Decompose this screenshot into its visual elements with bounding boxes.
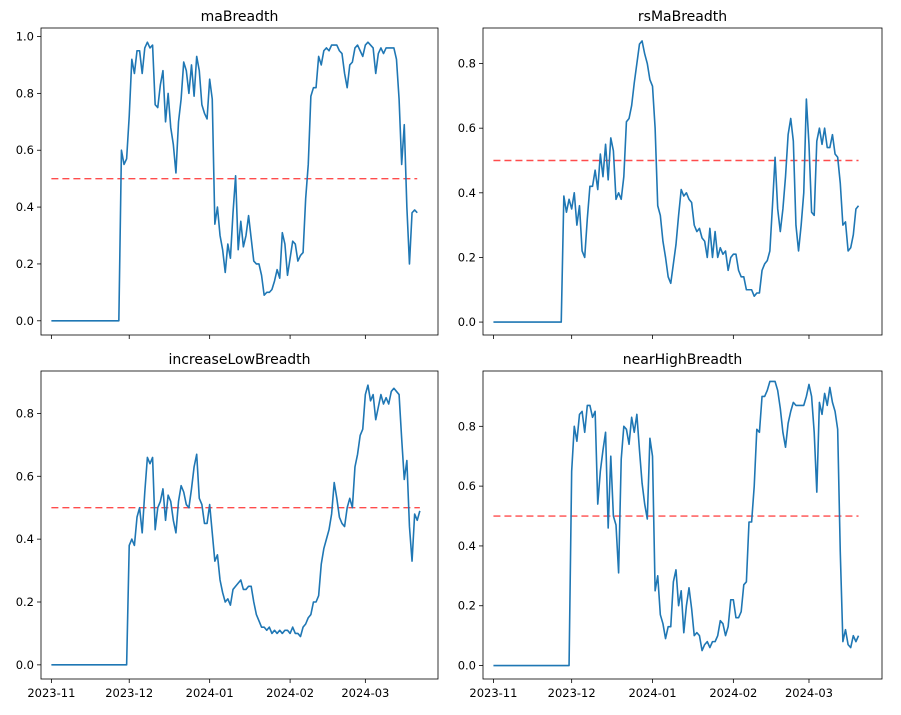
x-tick-label: 2024-03 xyxy=(341,686,389,700)
y-tick-label: 0.8 xyxy=(16,86,34,100)
y-tick-label: 0.2 xyxy=(16,595,34,609)
panel-nearhighbreadth: nearHighBreadth 0.0 0.2 0.4 0.6 0.8 2023-11 202… xyxy=(458,352,883,700)
y-tick-label: 0.8 xyxy=(458,419,476,433)
x-tick-label: 2023-11 xyxy=(469,686,517,700)
x-tick-label: 2023-12 xyxy=(548,686,596,700)
panel-rsmabreadth: rsMaBreadth 0.0 0.2 0.4 0.6 0.8 xyxy=(458,9,883,339)
y-tick-label: 0.0 xyxy=(16,314,34,328)
series-line xyxy=(493,380,860,667)
axes-frame xyxy=(482,27,883,336)
chart-title: nearHighBreadth xyxy=(623,352,743,368)
x-tick-label: 2024-01 xyxy=(186,686,234,700)
x-tick-label: 2023-12 xyxy=(105,686,153,700)
y-tick-label: 0.2 xyxy=(16,257,34,271)
axes-frame xyxy=(482,370,883,680)
y-tick-label: 0.4 xyxy=(458,539,476,553)
x-tick-label: 2024-03 xyxy=(785,686,833,700)
series-line xyxy=(493,40,860,323)
y-tick-label: 0.6 xyxy=(458,479,476,493)
y-tick-label: 0.4 xyxy=(16,200,34,214)
y-tick-label: 0.8 xyxy=(458,57,476,71)
x-tick-label: 2024-01 xyxy=(628,686,676,700)
x-tick-label: 2024-02 xyxy=(709,686,757,700)
y-tick-label: 0.2 xyxy=(458,599,476,613)
y-tick-label: 0.0 xyxy=(16,658,34,672)
panel-increaselowbreadth: increaseLowBreadth 0.0 0.2 0.4 0.6 0.8 2023-11… xyxy=(16,352,439,700)
x-tick-label: 2024-02 xyxy=(266,686,314,700)
series-line xyxy=(51,41,418,322)
y-tick-label: 0.6 xyxy=(458,121,476,135)
y-tick-label: 0.8 xyxy=(16,406,34,420)
y-tick-label: 0.0 xyxy=(458,659,476,673)
series-line xyxy=(51,384,421,666)
chart-title: increaseLowBreadth xyxy=(168,352,310,368)
y-tick-label: 0.0 xyxy=(458,315,476,329)
y-tick-label: 1.0 xyxy=(16,30,34,44)
y-tick-label: 0.6 xyxy=(16,143,34,157)
y-tick-label: 0.6 xyxy=(16,469,34,483)
panel-mabreadth: maBreadth 0.0 0.2 0.4 0.6 0.8 1.0 xyxy=(16,9,439,339)
y-tick-label: 0.2 xyxy=(458,250,476,264)
chart-title: maBreadth xyxy=(201,9,279,25)
axes-frame xyxy=(40,27,439,336)
y-tick-label: 0.4 xyxy=(16,532,34,546)
y-tick-label: 0.4 xyxy=(458,186,476,200)
chart-title: rsMaBreadth xyxy=(638,9,727,25)
x-tick-label: 2023-11 xyxy=(27,686,75,700)
axes-frame xyxy=(40,370,439,680)
